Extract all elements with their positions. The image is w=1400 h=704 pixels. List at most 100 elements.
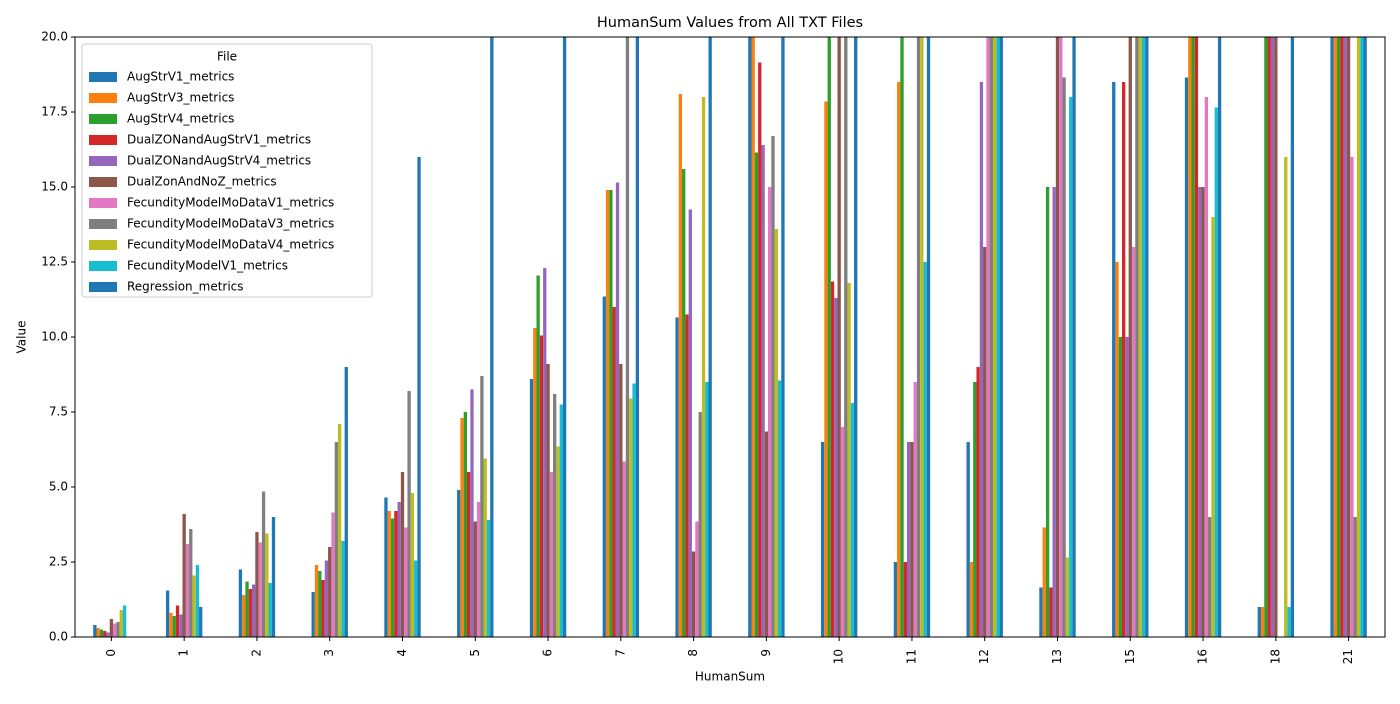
bar (255, 532, 259, 637)
bar (708, 37, 712, 637)
bar (1128, 37, 1132, 637)
bar (705, 382, 709, 637)
bar (1211, 217, 1215, 637)
bar (390, 518, 395, 637)
bar (490, 37, 494, 637)
x-tick-label: 18 (1268, 649, 1282, 664)
bar (973, 382, 977, 637)
bar (248, 589, 252, 637)
bar (1141, 37, 1146, 637)
bar (1201, 187, 1205, 637)
bar (414, 560, 418, 637)
bar (1356, 37, 1361, 637)
bar (400, 472, 405, 637)
bar (1270, 37, 1275, 637)
bar (761, 145, 765, 637)
legend-label: DualZonAndNoZ_metrics (127, 175, 277, 189)
bar (830, 281, 835, 637)
bar (844, 37, 848, 637)
bar (1184, 77, 1189, 637)
bar (1346, 37, 1351, 637)
bar (344, 367, 348, 637)
bar (1115, 262, 1119, 637)
bar (331, 512, 335, 637)
bar (1122, 82, 1126, 637)
bar (619, 364, 623, 637)
bar (341, 541, 345, 637)
bar (1072, 37, 1076, 637)
bar (103, 631, 107, 637)
bar (910, 442, 914, 637)
bar (774, 229, 778, 637)
bar (1135, 37, 1139, 637)
bar (612, 307, 616, 637)
bar (328, 547, 332, 637)
x-tick-label: 10 (832, 649, 846, 664)
bar (758, 62, 762, 637)
bar (1343, 37, 1347, 637)
x-tick-label: 8 (686, 649, 700, 657)
bar (996, 37, 1000, 637)
bar (824, 101, 828, 637)
bar (559, 404, 563, 637)
bar (172, 616, 176, 637)
y-tick-label: 2.5 (49, 555, 68, 569)
bar (854, 37, 858, 637)
bar (1260, 607, 1265, 637)
legend-swatch (89, 93, 117, 103)
bar (480, 376, 484, 637)
bar (976, 367, 980, 637)
legend-swatch (89, 198, 117, 208)
bar (764, 431, 769, 637)
bar (268, 583, 272, 637)
bar (93, 625, 97, 637)
bar (1059, 37, 1063, 637)
bar (632, 383, 636, 637)
bar (1062, 77, 1066, 637)
bar (1284, 157, 1288, 637)
x-tick-label: 15 (1123, 649, 1137, 664)
bar (407, 391, 411, 637)
bar (1337, 37, 1341, 637)
bar (916, 37, 921, 637)
bar (1045, 187, 1050, 637)
bar (675, 317, 679, 637)
bar (850, 403, 855, 637)
legend-swatch (89, 219, 117, 229)
bar (1112, 82, 1116, 637)
bar (553, 394, 557, 637)
y-tick-label: 12.5 (41, 255, 68, 269)
x-tick-label: 4 (395, 649, 409, 657)
bar (1039, 587, 1043, 637)
bar (979, 82, 984, 637)
bar (820, 442, 825, 637)
x-tick-label: 0 (104, 649, 118, 657)
bar (271, 517, 276, 637)
bar (635, 37, 640, 637)
bar (334, 442, 338, 637)
bar (192, 575, 196, 637)
bar (258, 542, 262, 637)
bar (900, 37, 904, 637)
bar (688, 209, 692, 637)
legend-swatch (89, 135, 117, 145)
bar (893, 562, 898, 637)
bar (1188, 37, 1192, 637)
bar (175, 605, 180, 637)
bar (609, 190, 613, 637)
bar (1330, 37, 1334, 637)
bar (473, 521, 477, 637)
bar (1208, 517, 1212, 637)
bar (1055, 37, 1060, 637)
bar (602, 296, 606, 637)
bar (539, 335, 544, 637)
bar (556, 446, 560, 637)
bar (179, 614, 183, 637)
y-tick-label: 7.5 (49, 405, 68, 419)
bar (1204, 97, 1209, 637)
bar (96, 628, 100, 637)
bar (1191, 37, 1195, 637)
bar (695, 521, 699, 637)
bar (311, 592, 315, 637)
legend-swatch (89, 156, 117, 166)
